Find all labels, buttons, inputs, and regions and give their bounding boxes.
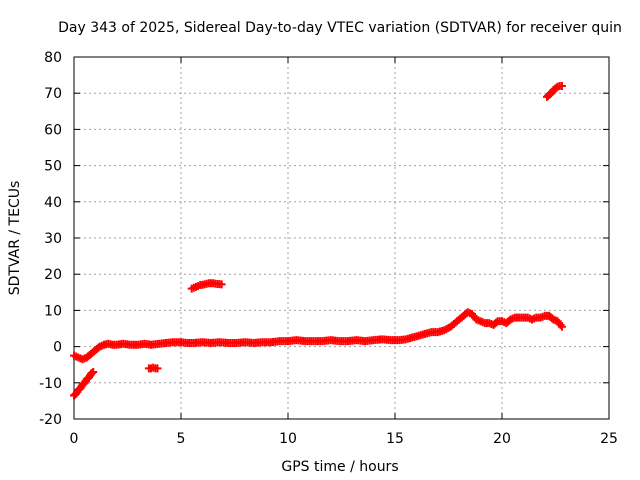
y-tick-label: -20 <box>39 412 62 428</box>
x-tick-label: 10 <box>279 431 297 447</box>
x-tick-label: 0 <box>70 431 79 447</box>
axis-ticks: 0 5 10 15 20 25 -20 -10 0 10 20 30 40 50 60 70 80 <box>39 50 618 447</box>
y-tick-label: 70 <box>44 86 62 102</box>
data-point <box>89 367 98 376</box>
grid-lines <box>74 57 609 419</box>
x-tick-label: 25 <box>600 431 618 447</box>
chart-title: Day 343 of 2025, Sidereal Day-to-day VTE… <box>58 20 622 36</box>
x-axis-label: GPS time / hours <box>281 459 398 475</box>
y-tick-label: 40 <box>44 195 62 211</box>
data-markers <box>70 81 566 400</box>
data-point <box>153 364 162 373</box>
data-point <box>557 81 566 90</box>
y-axis-label: SDTVAR / TECUs <box>7 181 23 296</box>
y-tick-label: 30 <box>44 231 62 247</box>
y-tick-label: 10 <box>44 303 62 319</box>
x-tick-label: 15 <box>386 431 404 447</box>
y-tick-label: -10 <box>39 376 62 392</box>
x-tick-label: 5 <box>177 431 186 447</box>
y-tick-label: 80 <box>44 50 62 66</box>
data-point <box>217 280 226 289</box>
x-tick-label: 20 <box>493 431 511 447</box>
y-tick-label: 50 <box>44 159 62 175</box>
y-tick-label: 0 <box>53 340 62 356</box>
y-tick-label: 20 <box>44 267 62 283</box>
data-point <box>557 322 566 331</box>
y-tick-label: 60 <box>44 122 62 138</box>
